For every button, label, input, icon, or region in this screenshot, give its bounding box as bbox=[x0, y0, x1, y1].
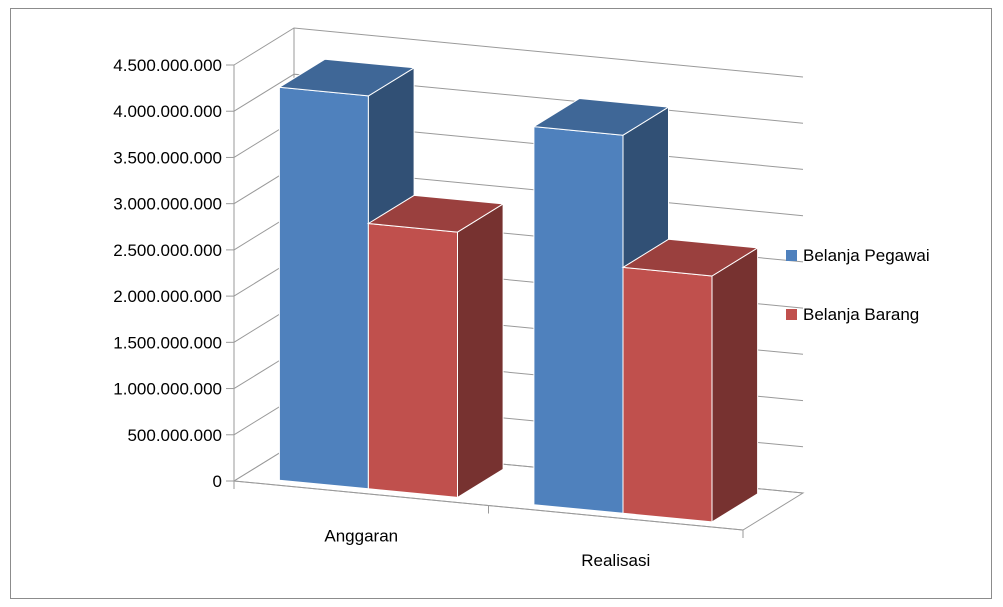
x-axis: Anggaran Realisasi bbox=[233, 480, 744, 570]
bar bbox=[621, 238, 760, 523]
y-tick-label: 2.500.000.000 bbox=[113, 241, 222, 260]
y-tick-label: 1.500.000.000 bbox=[113, 333, 222, 352]
y-tick-label: 2.000.000.000 bbox=[113, 287, 222, 306]
gridline bbox=[233, 27, 804, 78]
bar-top-face bbox=[621, 238, 760, 277]
y-tick-label: 1.000.000.000 bbox=[113, 380, 222, 399]
bar-top-face bbox=[366, 194, 505, 233]
y-tick-label: 0 bbox=[213, 472, 222, 491]
x-tick-label: Realisasi bbox=[581, 551, 650, 570]
legend-item: Belanja Pegawai bbox=[786, 246, 930, 265]
x-tick-label: Anggaran bbox=[324, 526, 398, 545]
legend-label: Belanja Pegawai bbox=[803, 246, 930, 265]
y-axis: 0 500.000.000 1.000.000.000 1.500.000.000 2.… bbox=[113, 56, 234, 491]
bar-front-face bbox=[278, 86, 369, 490]
y-tick-label: 500.000.000 bbox=[127, 426, 222, 445]
y-tick-label: 4.500.000.000 bbox=[113, 56, 222, 75]
legend-label: Belanja Barang bbox=[803, 305, 919, 324]
y-tick-label: 3.000.000.000 bbox=[113, 195, 222, 214]
bar-side-face bbox=[711, 247, 759, 523]
y-tick-label: 3.500.000.000 bbox=[113, 148, 222, 167]
bar-front-face bbox=[367, 222, 458, 498]
bar-top-face bbox=[532, 97, 671, 136]
legend-swatch bbox=[786, 250, 797, 261]
bar bbox=[366, 194, 505, 499]
bar-front-face bbox=[622, 266, 713, 523]
legend-item: Belanja Barang bbox=[786, 305, 919, 324]
legend-swatch bbox=[786, 309, 797, 320]
legend: Belanja Pegawai Belanja Barang bbox=[786, 246, 930, 324]
bar-top-face bbox=[277, 58, 416, 97]
bar-side-face bbox=[457, 203, 504, 499]
bar-front-face bbox=[533, 126, 624, 514]
y-tick-label: 4.000.000.000 bbox=[113, 102, 222, 121]
bars bbox=[277, 58, 760, 523]
